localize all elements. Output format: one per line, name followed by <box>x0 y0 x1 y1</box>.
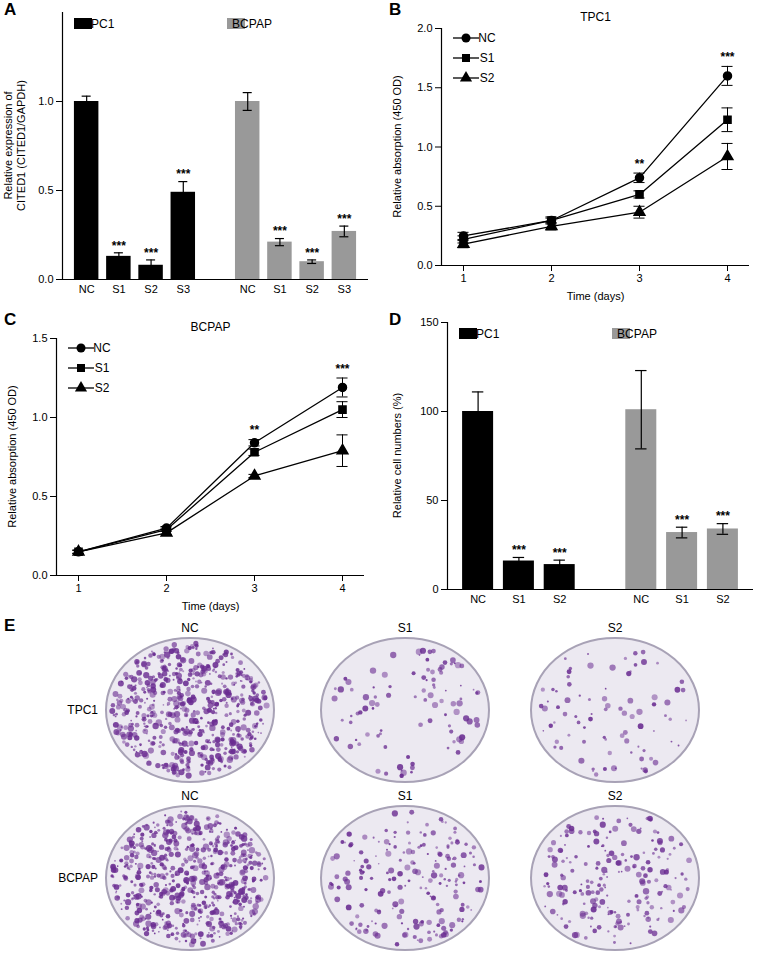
svg-text:***: *** <box>176 167 190 181</box>
svg-text:CITED1 (CITED1/GAPDH): CITED1 (CITED1/GAPDH) <box>15 80 27 211</box>
svg-text:S2: S2 <box>95 381 110 395</box>
svg-text:***: *** <box>112 239 126 253</box>
svg-text:TPC1: TPC1 <box>84 17 115 31</box>
svg-text:S2: S2 <box>608 621 623 635</box>
svg-text:S2: S2 <box>608 789 623 803</box>
svg-text:0.5: 0.5 <box>32 490 47 502</box>
svg-text:S2: S2 <box>144 283 157 295</box>
svg-text:50: 50 <box>426 494 438 506</box>
svg-text:S2: S2 <box>305 283 318 295</box>
svg-text:S3: S3 <box>338 283 351 295</box>
svg-text:S1: S1 <box>480 51 495 65</box>
svg-text:S1: S1 <box>675 593 688 605</box>
svg-text:S2: S2 <box>480 71 495 85</box>
svg-text:1.5: 1.5 <box>417 81 432 93</box>
svg-text:4: 4 <box>724 272 730 284</box>
svg-text:S1: S1 <box>273 283 286 295</box>
svg-text:NC: NC <box>470 593 486 605</box>
svg-text:S1: S1 <box>512 593 525 605</box>
svg-text:Time (days): Time (days) <box>182 600 240 612</box>
svg-text:Relative absorption (450 OD): Relative absorption (450 OD) <box>6 385 18 527</box>
svg-text:S1: S1 <box>398 621 413 635</box>
html-text:C: C <box>4 310 17 329</box>
svg-text:1.0: 1.0 <box>417 141 432 153</box>
svg-text:Time (days): Time (days) <box>567 290 625 302</box>
svg-text:**: ** <box>635 157 645 171</box>
svg-text:NC: NC <box>181 789 199 803</box>
svg-text:Relative absorption (450 OD): Relative absorption (450 OD) <box>391 75 403 217</box>
svg-text:***: *** <box>720 50 734 64</box>
svg-text:0: 0 <box>432 583 438 595</box>
svg-text:S3: S3 <box>177 283 190 295</box>
svg-text:BCPAP: BCPAP <box>191 320 231 334</box>
svg-text:1.5: 1.5 <box>32 332 47 344</box>
html-text:A: A <box>4 0 17 19</box>
svg-text:***: *** <box>335 362 349 376</box>
svg-text:NC: NC <box>633 593 649 605</box>
svg-text:2.0: 2.0 <box>417 22 432 34</box>
svg-text:S2: S2 <box>553 593 566 605</box>
svg-text:TPC1: TPC1 <box>580 10 611 24</box>
svg-text:S1: S1 <box>112 283 125 295</box>
html-text:E: E <box>4 616 16 635</box>
svg-text:0.0: 0.0 <box>417 259 432 271</box>
svg-text:**: ** <box>250 423 260 437</box>
svg-text:1: 1 <box>75 582 81 594</box>
svg-text:2: 2 <box>163 582 169 594</box>
svg-text:0.0: 0.0 <box>32 569 47 581</box>
svg-text:***: *** <box>337 212 351 226</box>
svg-text:***: *** <box>512 543 526 557</box>
svg-text:Relative cell numbers (%): Relative cell numbers (%) <box>391 393 403 518</box>
svg-text:4: 4 <box>339 582 345 594</box>
svg-text:0.5: 0.5 <box>417 200 432 212</box>
svg-text:***: *** <box>675 513 689 527</box>
svg-text:1: 1 <box>460 272 466 284</box>
svg-text:BCPAP: BCPAP <box>58 871 98 885</box>
svg-text:***: *** <box>305 246 319 260</box>
svg-text:TPC1: TPC1 <box>67 703 98 717</box>
svg-text:2: 2 <box>548 272 554 284</box>
svg-text:BCPAP: BCPAP <box>232 17 272 31</box>
svg-text:***: *** <box>273 224 287 238</box>
svg-text:Relative expression of: Relative expression of <box>2 90 14 199</box>
svg-text:NC: NC <box>478 31 496 45</box>
svg-text:0.5: 0.5 <box>38 184 53 196</box>
svg-text:S1: S1 <box>95 361 110 375</box>
svg-text:BCPAP: BCPAP <box>617 327 657 341</box>
svg-text:NC: NC <box>93 341 111 355</box>
svg-text:NC: NC <box>240 283 256 295</box>
svg-text:3: 3 <box>251 582 257 594</box>
svg-text:***: *** <box>553 546 567 560</box>
svg-text:NC: NC <box>79 283 95 295</box>
svg-text:NC: NC <box>181 621 199 635</box>
svg-text:100: 100 <box>420 405 438 417</box>
svg-text:0.0: 0.0 <box>38 273 53 285</box>
html-text:B: B <box>389 0 402 19</box>
svg-text:3: 3 <box>636 272 642 284</box>
svg-text:S2: S2 <box>716 593 729 605</box>
svg-text:1.0: 1.0 <box>32 411 47 423</box>
svg-text:S1: S1 <box>398 789 413 803</box>
svg-text:***: *** <box>716 509 730 523</box>
svg-text:TPC1: TPC1 <box>469 327 500 341</box>
svg-text:150: 150 <box>420 316 438 328</box>
svg-text:***: *** <box>144 246 158 260</box>
svg-text:1.0: 1.0 <box>38 95 53 107</box>
html-text:D: D <box>389 310 402 329</box>
